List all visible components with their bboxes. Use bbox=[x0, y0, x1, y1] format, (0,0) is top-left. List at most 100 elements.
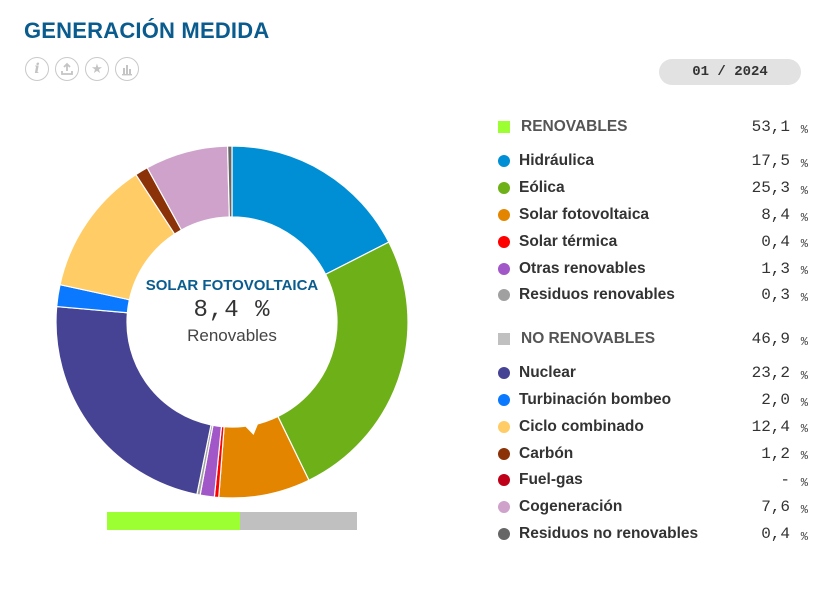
legend-group-renovables[interactable]: RENOVABLES 53,1% bbox=[498, 114, 810, 140]
legend-item-label: Otras renovables bbox=[519, 259, 646, 277]
legend-group-no-renovables[interactable]: NO RENOVABLES 46,9% bbox=[498, 326, 810, 352]
legend-item-value: 17,5 bbox=[751, 152, 790, 171]
legend-dot bbox=[498, 155, 510, 168]
legend-item-residuos-no-renovables[interactable]: Residuos no renovables 0,4% bbox=[498, 521, 810, 548]
legend-item-residuos-renovables[interactable]: Residuos renovables 0,3% bbox=[498, 282, 810, 309]
donut-chart bbox=[55, 145, 409, 499]
favorite-button[interactable]: ★ bbox=[85, 57, 109, 81]
info-button[interactable]: i bbox=[25, 57, 49, 81]
legend-item-label: Carbón bbox=[519, 444, 574, 462]
legend-dot bbox=[498, 235, 510, 248]
legend-unit: % bbox=[800, 395, 808, 410]
legend-item-label: Solar fotovoltaica bbox=[519, 205, 650, 223]
slice-nuclear[interactable] bbox=[55, 305, 212, 496]
date-selector[interactable]: 01 / 2024 bbox=[659, 59, 801, 85]
legend-dot bbox=[498, 208, 510, 221]
legend-item-hidraulica[interactable]: Hidráulica 17,5% bbox=[498, 148, 810, 175]
legend-unit: % bbox=[800, 529, 808, 544]
legend-gap bbox=[498, 352, 810, 360]
legend-item-value: 23,2 bbox=[751, 364, 790, 383]
legend-dot bbox=[498, 289, 510, 302]
legend-item-label: Ciclo combinado bbox=[519, 417, 644, 435]
split-segment-no-renovables bbox=[239, 512, 357, 530]
legend-item-value: 8,4 bbox=[761, 205, 790, 224]
legend-spacer bbox=[498, 309, 810, 326]
page-title: GENERACIÓN MEDIDA bbox=[24, 18, 270, 43]
legend-item-solar-fotovoltaica[interactable]: Solar fotovoltaica 8,4% bbox=[498, 202, 810, 229]
legend-dot bbox=[498, 474, 510, 487]
legend-item-value: 0,4 bbox=[761, 524, 790, 543]
chart-icon bbox=[122, 65, 132, 76]
legend-item-value: 7,6 bbox=[761, 498, 790, 517]
legend-swatch bbox=[498, 332, 510, 345]
legend-item-otras-renovables[interactable]: Otras renovables 1,3% bbox=[498, 255, 810, 282]
legend-group-value: 53,1 bbox=[751, 118, 790, 136]
legend-unit: % bbox=[800, 475, 808, 490]
legend-dot bbox=[498, 367, 510, 380]
center-label: SOLAR FOTOVOLTAICA 8,4 % Renovables bbox=[132, 277, 332, 346]
legend-item-label: Hidráulica bbox=[519, 152, 594, 170]
legend-dot bbox=[498, 501, 510, 514]
legend-unit: % bbox=[800, 368, 808, 383]
legend-group-value: 46,9 bbox=[751, 329, 790, 348]
legend-item-value: 1,3 bbox=[761, 259, 790, 278]
legend-group-label: NO RENOVABLES bbox=[521, 329, 656, 347]
legend-unit: % bbox=[800, 237, 808, 252]
legend-item-value: 0,3 bbox=[761, 286, 790, 305]
legend-item-label: Residuos no renovables bbox=[519, 524, 699, 542]
legend-item-value: 25,3 bbox=[751, 179, 790, 198]
legend-item-value: 1,2 bbox=[761, 444, 790, 463]
legend-item-label: Residuos renovables bbox=[519, 286, 675, 304]
legend-unit: % bbox=[800, 290, 808, 305]
legend-swatch bbox=[498, 121, 510, 133]
legend-unit: % bbox=[800, 334, 808, 349]
legend-item-label: Cogeneración bbox=[519, 498, 623, 516]
chart-button[interactable] bbox=[115, 57, 139, 81]
legend-item-label: Fuel-gas bbox=[519, 471, 583, 489]
legend-item-label: Solar térmica bbox=[519, 232, 618, 250]
legend-item-label: Nuclear bbox=[519, 364, 576, 382]
legend-item-fuel-gas[interactable]: Fuel-gas -% bbox=[498, 467, 810, 494]
legend-dot bbox=[498, 262, 510, 275]
legend-unit: % bbox=[800, 123, 808, 137]
legend-unit: % bbox=[800, 264, 808, 279]
legend-item-solar-termica[interactable]: Solar térmica 0,4% bbox=[498, 228, 810, 255]
legend-dot bbox=[498, 527, 510, 540]
export-button[interactable] bbox=[55, 57, 79, 81]
legend-dot bbox=[498, 182, 510, 195]
legend-gap bbox=[498, 140, 810, 148]
legend-unit: % bbox=[800, 422, 808, 437]
legend-unit: % bbox=[800, 502, 808, 517]
export-icon bbox=[61, 62, 73, 75]
renewable-split-bar bbox=[107, 512, 357, 530]
legend-item-carbon[interactable]: Carbón 1,2% bbox=[498, 440, 810, 467]
toolbar: i ★ bbox=[25, 57, 139, 81]
legend-item-label: Eólica bbox=[519, 179, 565, 197]
selected-pointer bbox=[239, 416, 262, 435]
legend-item-value: 12,4 bbox=[751, 417, 790, 436]
legend-item-label: Turbinación bombeo bbox=[519, 390, 672, 408]
legend-unit: % bbox=[800, 210, 808, 225]
legend-item-value: - bbox=[780, 471, 790, 490]
legend-item-eolica[interactable]: Eólica 25,3% bbox=[498, 175, 810, 202]
legend-dot bbox=[498, 393, 510, 406]
selected-value: 8,4 % bbox=[193, 297, 271, 324]
legend-unit: % bbox=[800, 157, 808, 171]
legend-dot bbox=[498, 420, 510, 433]
selected-name: SOLAR FOTOVOLTAICA bbox=[145, 277, 319, 294]
legend-item-nuclear[interactable]: Nuclear 23,2% bbox=[498, 360, 810, 387]
selected-group: Renovables bbox=[187, 326, 277, 345]
legend-unit: % bbox=[800, 449, 808, 464]
legend-dot bbox=[498, 447, 510, 460]
legend-group-label: RENOVABLES bbox=[521, 118, 628, 135]
split-segment-renovables bbox=[107, 512, 240, 530]
info-icon: i bbox=[34, 61, 40, 77]
legend-item-value: 2,0 bbox=[761, 390, 790, 409]
legend-item-turbinacion-bombeo[interactable]: Turbinación bombeo 2,0% bbox=[498, 387, 810, 414]
favorite-icon: ★ bbox=[91, 61, 103, 76]
legend-item-cogeneracion[interactable]: Cogeneración 7,6% bbox=[498, 494, 810, 521]
legend: RENOVABLES 53,1% Hidráulica 17,5% Eólica 25,3… bbox=[498, 114, 810, 547]
donut-hole bbox=[127, 217, 337, 427]
legend-item-ciclo-combinado[interactable]: Ciclo combinado 12,4% bbox=[498, 413, 810, 440]
legend-item-value: 0,4 bbox=[761, 232, 790, 251]
